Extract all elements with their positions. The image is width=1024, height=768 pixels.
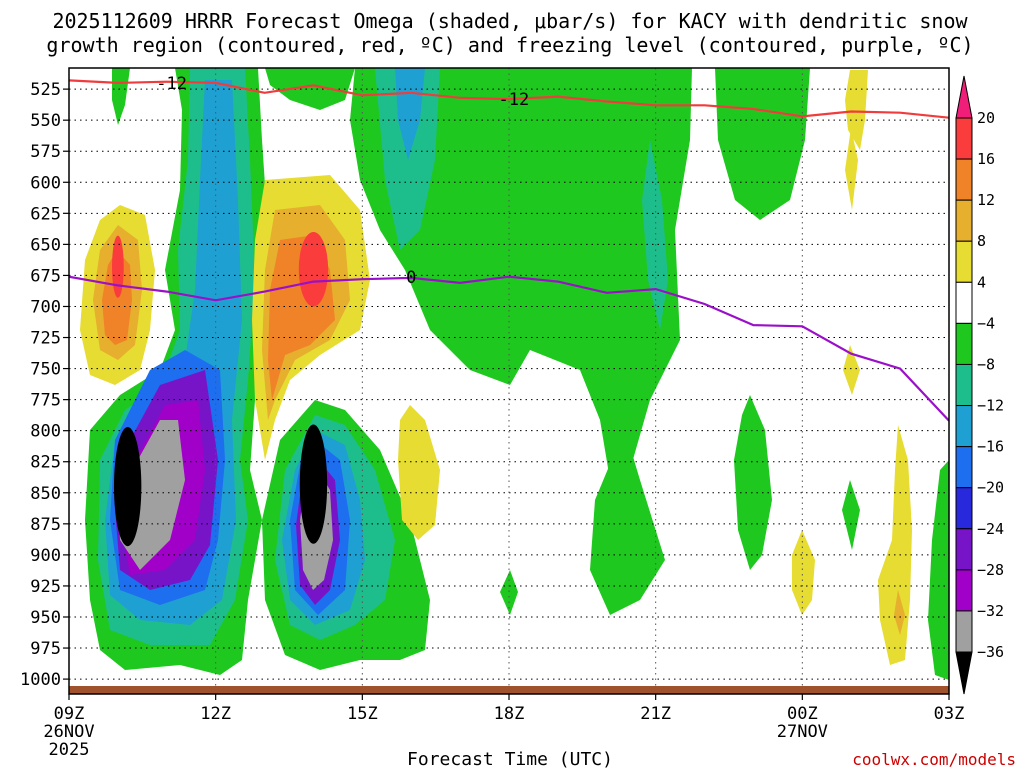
colorbar-label-12: −32 xyxy=(977,602,1004,620)
y-tick-label-925: 925 xyxy=(30,577,61,597)
omega-fill-plus4-cell-c xyxy=(845,128,858,210)
x-tick-label-12Z: 12Z xyxy=(200,704,231,724)
y-tick-label-650: 650 xyxy=(30,235,61,255)
omega-core-sink-max-1 xyxy=(112,235,124,298)
surface-terrain xyxy=(69,686,949,694)
grid xyxy=(69,68,949,694)
x-tick-label-21Z: 21Z xyxy=(640,704,671,724)
colorbar-label-0: 20 xyxy=(977,109,995,127)
colorbar-arrow-bottom xyxy=(955,651,973,695)
chart-title-line2: growth region (contoured, red, ºC) and f… xyxy=(46,33,973,57)
x-tick-label-09Z: 09Z xyxy=(54,704,85,724)
omega-fill-plus12-left xyxy=(102,250,132,345)
y-tick-label-800: 800 xyxy=(30,422,61,442)
plot-area: -12 -12 0 xyxy=(69,68,949,694)
y-tick-label-625: 625 xyxy=(30,204,61,224)
colorbar-swatch-2 xyxy=(955,199,973,242)
y-tick-label-1000: 1000 xyxy=(20,670,61,690)
colorbar-swatch-5 xyxy=(955,322,973,365)
freezing-level-label: 0 xyxy=(406,268,416,288)
omega-fill-minus4-cell-g xyxy=(734,395,772,570)
omega-core-strong-lift-core-2 xyxy=(299,424,328,544)
omega-fill-minus4-top-tip xyxy=(265,68,355,110)
colorbar-label-2: 12 xyxy=(977,191,995,209)
omega-fill-minus4-upper xyxy=(350,68,692,480)
x-tick-date-09Z: 26NOV xyxy=(43,722,94,742)
colorbar-swatch-6 xyxy=(955,363,973,407)
omega-fill-minus12-streak xyxy=(642,140,668,330)
y-axis: 525 550 575 600 625 650 675 700 725 750 775 800 825 8… xyxy=(20,80,69,690)
omega-core-sink-max-2 xyxy=(298,231,329,307)
colorbar-swatch-1 xyxy=(955,158,973,201)
y-tick-label-975: 975 xyxy=(30,639,61,659)
colorbar-label-4: 4 xyxy=(977,273,986,291)
y-tick-label-725: 725 xyxy=(30,329,61,349)
y-tick-label-600: 600 xyxy=(30,173,61,193)
omega-fill-plus4-cell-f xyxy=(878,425,912,665)
colorbar-label-5: −4 xyxy=(977,314,995,332)
colorbar-swatch-11 xyxy=(955,569,973,612)
y-tick-label-675: 675 xyxy=(30,266,61,286)
colorbar-swatch-8 xyxy=(955,446,973,489)
colorbar-swatch-7 xyxy=(955,405,973,448)
colorbar-swatch-3 xyxy=(955,240,973,283)
freezing-level-contour xyxy=(69,275,949,422)
y-tick-label-825: 825 xyxy=(30,453,61,473)
omega-fill-plus8-cell-f xyxy=(894,590,905,635)
omega-fill-minus16-upper-core xyxy=(395,68,425,160)
omega-shading xyxy=(80,68,949,680)
x-tick-date-00Z: 27NOV xyxy=(777,722,828,742)
snow-growth-label-1: -12 xyxy=(156,74,187,94)
snow-growth-contour xyxy=(69,79,949,119)
y-tick-label-525: 525 xyxy=(30,80,61,100)
x-axis-label: Forecast Time (UTC) xyxy=(407,749,613,768)
colorbar-label-1: 16 xyxy=(977,150,995,168)
omega-fill-plus4-cell-a xyxy=(398,405,440,540)
colorbar-swatch-0 xyxy=(955,117,973,160)
colorbar-swatch-4 xyxy=(955,281,973,324)
x-tick-label-00Z: 00Z xyxy=(787,704,818,724)
omega-cores xyxy=(112,231,329,547)
y-tick-label-750: 750 xyxy=(30,360,61,380)
x-tick-label-18Z: 18Z xyxy=(494,704,525,724)
y-tick-label-950: 950 xyxy=(30,608,61,628)
y-tick-label-775: 775 xyxy=(30,391,61,411)
x-tick-label-03Z: 03Z xyxy=(934,704,965,724)
colorbar-label-13: −36 xyxy=(977,643,1004,661)
colorbar-label-3: 8 xyxy=(977,232,986,250)
snow-growth-label-2: -12 xyxy=(499,90,530,110)
colorbar-label-9: −20 xyxy=(977,479,1004,497)
colorbar-label-11: −28 xyxy=(977,561,1004,579)
omega-fill-minus4-top-right xyxy=(715,68,810,220)
colorbar-label-7: −12 xyxy=(977,397,1004,415)
colorbar-label-10: −24 xyxy=(977,520,1004,538)
omega-fill-minus4-edge-right xyxy=(928,460,949,680)
omega-fill-plus4-cell-d xyxy=(843,345,860,395)
colorbar-label-8: −16 xyxy=(977,438,1004,456)
colorbar-swatch-9 xyxy=(955,487,973,530)
y-tick-label-875: 875 xyxy=(30,515,61,535)
x-tick-label-15Z: 15Z xyxy=(347,704,378,724)
colorbar-arrow-top xyxy=(955,75,973,119)
omega-fill-minus4-cell-i xyxy=(500,570,518,615)
chart-title-line1: 2025112609 HRRR Forecast Omega (shaded, … xyxy=(52,9,968,33)
y-tick-label-900: 900 xyxy=(30,546,61,566)
y-tick-label-850: 850 xyxy=(30,484,61,504)
colorbar-swatch-12 xyxy=(955,610,973,653)
colorbar-label-6: −8 xyxy=(977,355,995,373)
omega-fill-plus4-cell-e xyxy=(792,530,815,615)
colorbar: 20 16 12 8 4 −4 −8 −12 −16 −20 −24 −28 −32 −36 xyxy=(955,75,1004,695)
y-tick-label-575: 575 xyxy=(30,142,61,162)
colorbar-swatch-10 xyxy=(955,528,973,571)
omega-fill-minus4-cell-h xyxy=(842,480,860,550)
y-tick-label-700: 700 xyxy=(30,297,61,317)
omega-core-strong-lift-core-1 xyxy=(113,426,142,547)
y-tick-label-550: 550 xyxy=(30,111,61,131)
omega-fill-minus4-right-arm xyxy=(590,300,665,615)
credit-text: coolwx.com/models xyxy=(852,750,1016,768)
omega-fill-minus8-upper xyxy=(375,68,440,250)
x-tick-year-09Z: 2025 xyxy=(49,740,90,760)
